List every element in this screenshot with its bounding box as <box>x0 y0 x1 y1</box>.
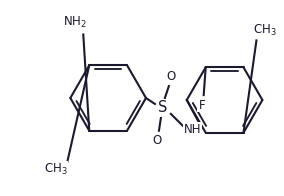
Text: O: O <box>152 134 162 147</box>
Text: O: O <box>166 70 176 83</box>
Text: F: F <box>199 99 205 112</box>
Text: CH$_3$: CH$_3$ <box>43 162 67 177</box>
Text: CH$_3$: CH$_3$ <box>252 23 276 38</box>
Text: S: S <box>158 100 168 115</box>
Text: NH: NH <box>184 123 202 136</box>
Text: NH$_2$: NH$_2$ <box>63 15 87 30</box>
